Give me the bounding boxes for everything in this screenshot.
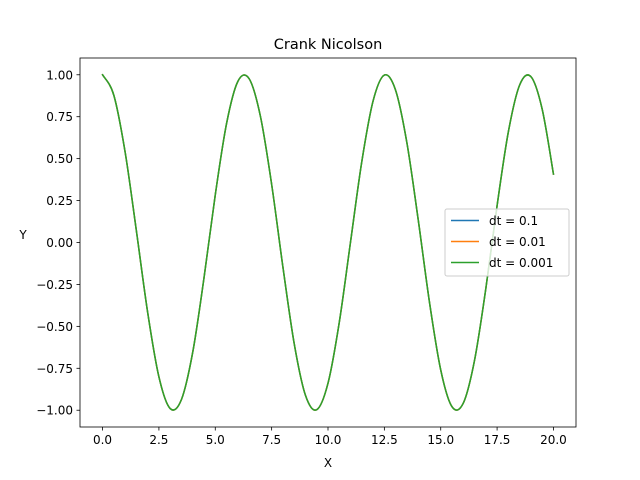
plot-area — [101, 73, 555, 411]
x-tick-label: 5.0 — [206, 433, 225, 447]
legend-box — [444, 208, 570, 277]
y-tick-label: 0.00 — [46, 236, 73, 250]
legend-label-3: dt = 0.001 — [489, 256, 553, 270]
legend: dt = 0.1 dt = 0.01 dt = 0.001 — [444, 208, 570, 277]
x-tick-label: 20.0 — [540, 433, 567, 447]
x-axis-ticks: 0.0 2.5 5.0 7.5 10.0 12.5 15.0 17.5 20.0 — [93, 427, 567, 447]
y-tick-label: 0.25 — [46, 194, 73, 208]
y-axis-ticks: 1.00 0.75 0.50 0.25 0.00 −0.25 −0.50 −0.75 −1.00 — [36, 68, 80, 418]
x-tick-label: 7.5 — [262, 433, 281, 447]
y-tick-label: 1.00 — [46, 68, 73, 82]
y-tick-label: −0.75 — [36, 362, 73, 376]
y-axis-label: Y — [18, 228, 27, 242]
axes-frame — [79, 57, 577, 428]
legend-label-2: dt = 0.01 — [489, 235, 546, 249]
x-tick-label: 12.5 — [371, 433, 398, 447]
series-line-3 — [101, 73, 555, 411]
y-tick-label: 0.50 — [46, 152, 73, 166]
y-tick-label: −1.00 — [36, 404, 73, 418]
x-tick-label: 10.0 — [315, 433, 342, 447]
x-tick-label: 15.0 — [427, 433, 454, 447]
legend-label-1: dt = 0.1 — [489, 214, 538, 228]
x-axis-label: X — [324, 456, 332, 470]
y-tick-label: −0.50 — [36, 320, 73, 334]
x-tick-label: 2.5 — [149, 433, 168, 447]
chart-title: Crank Nicolson — [274, 37, 383, 53]
x-tick-label: 17.5 — [484, 433, 511, 447]
y-tick-label: −0.25 — [36, 278, 73, 292]
x-tick-label: 0.0 — [93, 433, 112, 447]
y-tick-label: 0.75 — [46, 110, 73, 124]
